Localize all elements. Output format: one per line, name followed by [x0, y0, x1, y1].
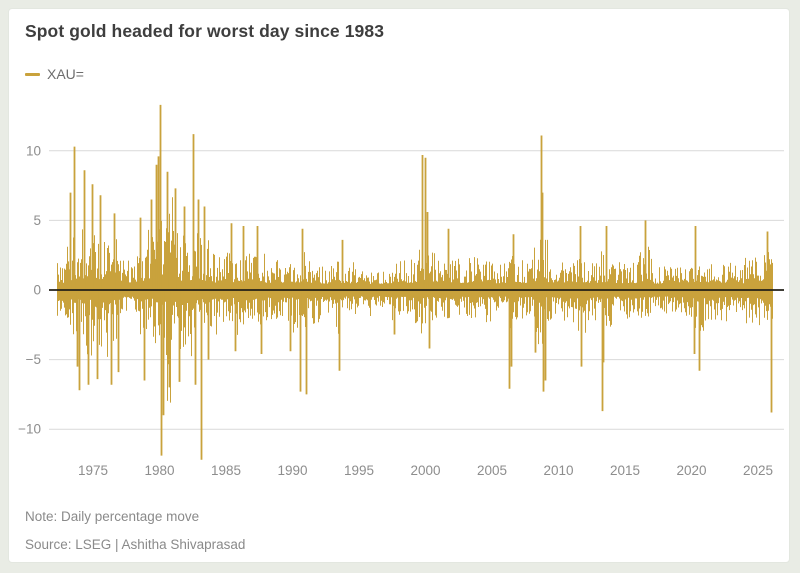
legend: XAU= — [25, 66, 84, 82]
x-tick-label: 2015 — [610, 463, 640, 478]
gold-daily-moves-chart: 10 5 0 −5 −10 1975 1980 1985 1990 1995 2000 2005 201… — [18, 104, 784, 478]
x-tick-label: 2020 — [676, 463, 706, 478]
legend-series-label: XAU= — [47, 66, 84, 82]
y-tick-label: 10 — [26, 143, 41, 158]
y-tick-label: −5 — [26, 352, 41, 367]
chart-card: 10 5 0 −5 −10 1975 1980 1985 1990 1995 2000 2005 201… — [8, 8, 790, 563]
x-tick-label: 1985 — [211, 463, 241, 478]
x-tick-label: 1990 — [277, 463, 307, 478]
chart-note: Note: Daily percentage move — [25, 509, 200, 524]
y-tick-label: 0 — [33, 283, 41, 298]
x-tick-label: 1995 — [344, 463, 374, 478]
daily-move-bars — [57, 197, 773, 403]
x-tick-label: 2000 — [410, 463, 440, 478]
x-tick-label: 1975 — [78, 463, 108, 478]
legend-line-swatch — [25, 72, 40, 76]
x-tick-label: 2025 — [743, 463, 773, 478]
x-tick-label: 2005 — [477, 463, 507, 478]
chart-title: Spot gold headed for worst day since 198… — [25, 21, 385, 41]
outlier-bars — [69, 104, 773, 460]
chart-source: Source: LSEG | Ashitha Shivaprasad — [25, 537, 246, 552]
x-tick-label: 2010 — [543, 463, 573, 478]
x-tick-label: 1980 — [144, 463, 174, 478]
y-tick-label: −10 — [18, 422, 41, 437]
y-tick-label: 5 — [33, 213, 41, 228]
